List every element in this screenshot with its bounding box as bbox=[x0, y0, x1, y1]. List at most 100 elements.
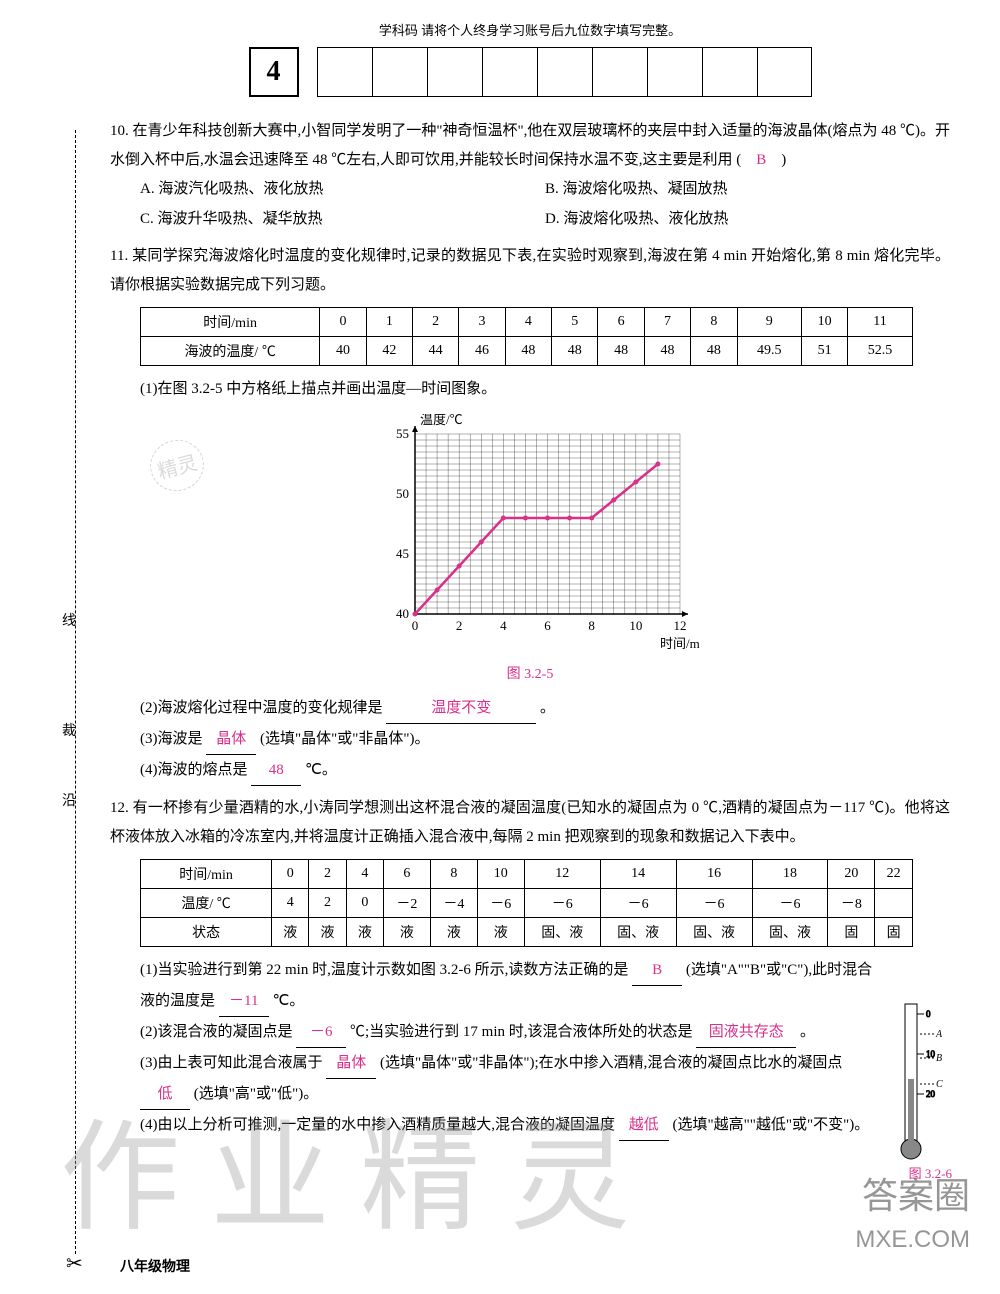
question-11: 11. 某同学探究海波熔化时温度的变化规律时,记录的数据见下表,在实验时观察到,… bbox=[110, 242, 950, 299]
q10-options: A. 海波汽化吸热、液化放热 B. 海波熔化吸热、凝固放热 C. 海波升华吸热、… bbox=[140, 174, 950, 234]
table-header-cell: 2 bbox=[413, 308, 459, 337]
table-header-cell: 时间/min bbox=[141, 308, 320, 337]
id-box[interactable] bbox=[592, 47, 647, 97]
q12-sub3-label: (3)由上表可知此混合液属于 bbox=[140, 1055, 323, 1071]
q10-optA: A. 海波汽化吸热、液化放热 bbox=[140, 174, 545, 204]
table-cell: －6 bbox=[524, 889, 600, 918]
table-cell: 49.5 bbox=[737, 337, 801, 366]
q12-sub4: (4)由以上分析可推测,一定量的水中掺入酒精质量越大,混合液的凝固温度 越低 (… bbox=[140, 1110, 950, 1141]
table-header-cell: 10 bbox=[801, 308, 847, 337]
table-cell: －6 bbox=[477, 889, 524, 918]
table-header-cell: 3 bbox=[459, 308, 505, 337]
table-cell: 固、液 bbox=[676, 918, 752, 947]
table-cell: 48 bbox=[598, 337, 644, 366]
thermometer-figure: 0 10 20 A B C bbox=[890, 999, 945, 1164]
table-cell: －6 bbox=[600, 889, 676, 918]
table-header-cell: 0 bbox=[320, 308, 366, 337]
table-header-cell: 14 bbox=[600, 860, 676, 889]
table-cell: －6 bbox=[676, 889, 752, 918]
svg-text:20: 20 bbox=[926, 1089, 936, 1099]
svg-text:4: 4 bbox=[500, 618, 507, 633]
table-header-cell: 20 bbox=[828, 860, 875, 889]
q11-sub3-label: (3)海波是 bbox=[140, 731, 203, 747]
table-header-cell: 18 bbox=[752, 860, 828, 889]
svg-text:0: 0 bbox=[412, 618, 419, 633]
svg-text:8: 8 bbox=[588, 618, 595, 633]
table-cell: －2 bbox=[383, 889, 430, 918]
table-header-cell: 22 bbox=[875, 860, 912, 889]
q11-sub4: (4)海波的熔点是 48 ℃。 bbox=[140, 755, 950, 786]
q11-table: 时间/min01234567891011 海波的温度/ ℃40424446484… bbox=[140, 307, 913, 366]
q12-sub2-end: 。 bbox=[800, 1024, 815, 1040]
question-12: 12. 有一杯掺有少量酒精的水,小涛同学想测出这杯混合液的凝固温度(已知水的凝固… bbox=[110, 794, 950, 851]
table-cell: 固、液 bbox=[600, 918, 676, 947]
svg-text:0: 0 bbox=[926, 1009, 931, 1019]
table-cell: 液 bbox=[309, 918, 346, 947]
table-cell: 固、液 bbox=[752, 918, 828, 947]
q12-sub4-label: (4)由以上分析可推测,一定量的水中掺入酒精质量越大,混合液的凝固温度 bbox=[140, 1117, 615, 1133]
q11-sub3-answer: 晶体 bbox=[206, 724, 256, 755]
table-header-cell: 0 bbox=[272, 860, 309, 889]
q12-sub3: (3)由上表可知此混合液属于 晶体 (选填"晶体"或"非晶体");在水中掺入酒精… bbox=[140, 1048, 950, 1110]
page: 线 裁 沿 ✂ 学科码 请将个人终身学习账号后九位数字填写完整。 4 10. 在… bbox=[0, 0, 1000, 1294]
table-cell: 42 bbox=[366, 337, 412, 366]
id-box[interactable] bbox=[647, 47, 702, 97]
id-box[interactable] bbox=[317, 47, 372, 97]
svg-text:45: 45 bbox=[396, 546, 409, 561]
id-box[interactable] bbox=[482, 47, 537, 97]
q12-sub2-label: (2)该混合液的凝固点是 bbox=[140, 1024, 293, 1040]
cut-line bbox=[75, 130, 76, 1254]
table-cell bbox=[875, 889, 912, 918]
q10-text: 10. 在青少年科技创新大赛中,小智同学发明了一种"神奇恒温杯",他在双层玻璃杯… bbox=[110, 123, 950, 168]
thermometer-caption: 图 3.2-6 bbox=[909, 1163, 952, 1182]
margin-char-3: 沿 bbox=[62, 790, 76, 810]
id-box[interactable] bbox=[537, 47, 592, 97]
table-header-cell: 2 bbox=[309, 860, 346, 889]
table-header-cell: 4 bbox=[505, 308, 551, 337]
subject-code-box: 4 bbox=[249, 47, 299, 97]
id-box[interactable] bbox=[757, 47, 812, 97]
q12-sub4-end: (选填"越高""越低"或"不变")。 bbox=[673, 1117, 870, 1133]
table-cell: 液 bbox=[346, 918, 383, 947]
svg-text:温度/℃: 温度/℃ bbox=[420, 414, 463, 427]
q12-sub1-ans1: B bbox=[632, 955, 682, 986]
table-cell: 状态 bbox=[141, 918, 272, 947]
q12-sub3-mid: (选填"晶体"或"非晶体");在水中掺入酒精,混合液的凝固点比水的凝固点 bbox=[380, 1055, 842, 1071]
table-header-cell: 6 bbox=[383, 860, 430, 889]
table-cell: 48 bbox=[691, 337, 737, 366]
table-header-cell: 1 bbox=[366, 308, 412, 337]
watermark-url: MXE.COM bbox=[855, 1226, 970, 1254]
q10-optD: D. 海波熔化吸热、液化放热 bbox=[545, 204, 950, 234]
svg-text:C: C bbox=[936, 1079, 943, 1090]
q10-optB: B. 海波熔化吸热、凝固放热 bbox=[545, 174, 950, 204]
q11-sub4-end: ℃。 bbox=[305, 762, 337, 778]
table-cell: 海波的温度/ ℃ bbox=[141, 337, 320, 366]
table-cell: 固 bbox=[828, 918, 875, 947]
table-cell: 2 bbox=[309, 889, 346, 918]
table-header-cell: 7 bbox=[644, 308, 690, 337]
q12-sub3-ans1: 晶体 bbox=[326, 1048, 376, 1079]
q12-sub2-ans1: －6 bbox=[296, 1017, 346, 1048]
table-header-cell: 5 bbox=[552, 308, 598, 337]
table-header-cell: 4 bbox=[346, 860, 383, 889]
svg-text:10: 10 bbox=[629, 618, 642, 633]
table-cell: 4 bbox=[272, 889, 309, 918]
id-box[interactable] bbox=[372, 47, 427, 97]
code-box-row: 4 bbox=[110, 47, 950, 97]
id-box[interactable] bbox=[702, 47, 757, 97]
q12-sub3-end: (选填"高"或"低")。 bbox=[194, 1086, 318, 1102]
table-cell: 0 bbox=[346, 889, 383, 918]
table-cell: 48 bbox=[552, 337, 598, 366]
header-instruction: 学科码 请将个人终身学习账号后九位数字填写完整。 bbox=[110, 20, 950, 39]
q12-sub1-end: ℃。 bbox=[273, 993, 305, 1009]
question-10: 10. 在青少年科技创新大赛中,小智同学发明了一种"神奇恒温杯",他在双层玻璃杯… bbox=[110, 117, 950, 234]
svg-text:6: 6 bbox=[544, 618, 551, 633]
svg-text:40: 40 bbox=[396, 606, 409, 621]
chart-3-2-5: 02468101240455055温度/℃时间/min 图 3.2-5 bbox=[110, 414, 950, 683]
id-box[interactable] bbox=[427, 47, 482, 97]
table-cell: 固、液 bbox=[524, 918, 600, 947]
margin-char-1: 线 bbox=[62, 610, 76, 630]
svg-text:B: B bbox=[936, 1053, 942, 1064]
table-cell: －8 bbox=[828, 889, 875, 918]
table-cell: 48 bbox=[644, 337, 690, 366]
